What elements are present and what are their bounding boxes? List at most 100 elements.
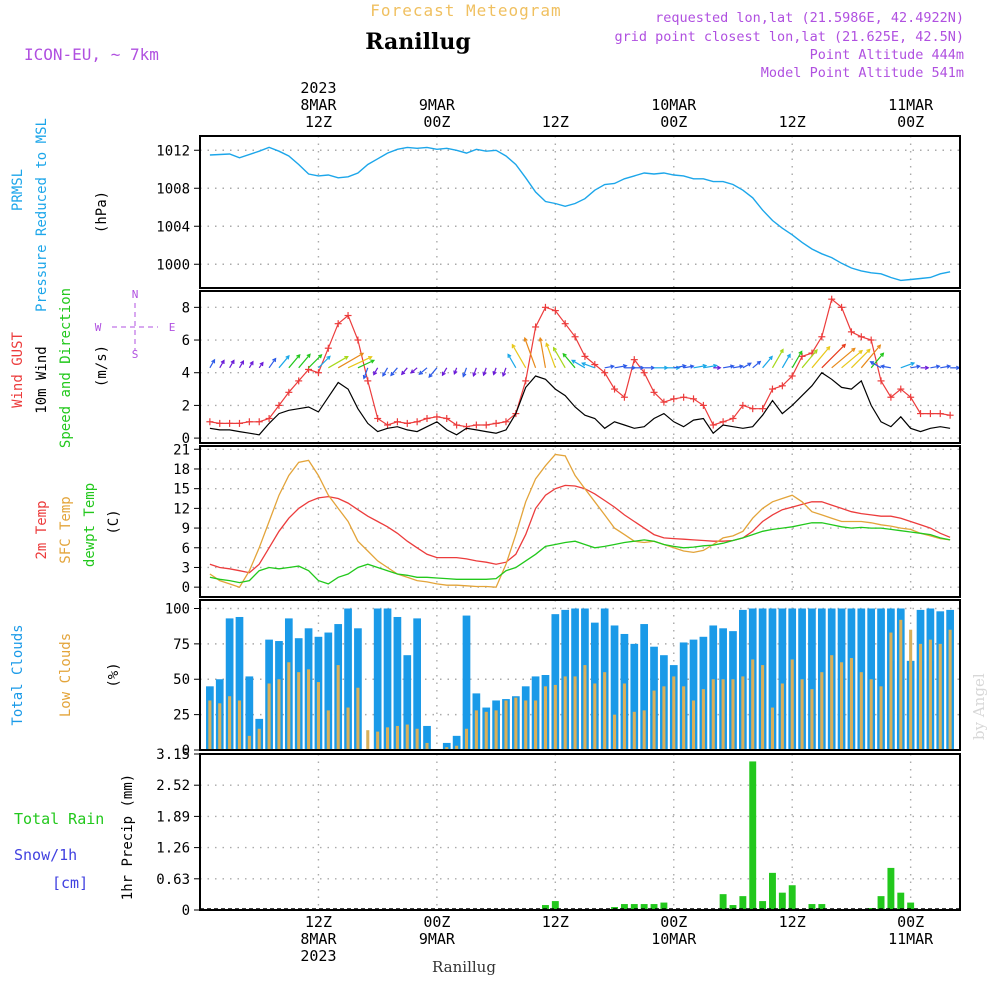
wind-direction-arrow	[553, 347, 566, 369]
bottom-tick-label: 10MAR	[651, 930, 697, 948]
rain-bar	[749, 761, 757, 910]
wind-direction-arrow	[483, 367, 487, 376]
rain-bar	[778, 892, 786, 910]
pressure-panel: 1000 1004 1008 1012	[156, 135, 961, 289]
wind-direction-label: Speed and Direction	[58, 288, 74, 448]
low-cloud-bar	[682, 686, 686, 750]
y-tick-label: 21	[173, 442, 190, 458]
temperature-panel: 0 3 6 9 12 15 18 21	[173, 442, 961, 598]
low-cloud-bar	[297, 672, 301, 750]
watermark: by Angel	[970, 673, 988, 740]
bottom-tick-label: 12Z	[305, 913, 332, 931]
total-cloud-bar	[798, 608, 806, 750]
y-tick-label: 50	[173, 672, 190, 688]
wind-arrow-head	[713, 363, 718, 369]
total-clouds-label: Total Clouds	[10, 624, 26, 725]
y-tick-label: 9	[182, 521, 190, 537]
wind-arrow-head	[428, 373, 433, 378]
wind-arrow-head	[441, 371, 446, 377]
precip-panel: 0 0.63 1.26 1.89 2.52 3.15	[156, 747, 961, 919]
rain-bar	[808, 904, 816, 910]
y-tick-label: 1000	[156, 257, 190, 273]
total-cloud-bar	[413, 618, 421, 750]
wind-arrow-head	[935, 364, 941, 369]
y-tick-label: 1008	[156, 181, 190, 197]
wind-direction-arrow	[472, 367, 477, 377]
gust-label: Wind GUST	[10, 332, 26, 408]
y-tick-label: 1.26	[156, 841, 190, 857]
panel-frame	[199, 445, 961, 598]
model-altitude: Model Point Altitude 541m	[761, 65, 964, 81]
low-cloud-bar	[583, 665, 587, 750]
wind-direction-arrow	[762, 356, 773, 369]
wind-arrow-head	[946, 364, 952, 369]
y-tick-label: 15	[173, 482, 190, 498]
wind-arrow-head	[318, 354, 323, 359]
low-cloud-bar	[257, 728, 261, 750]
wind-arrow-head	[876, 344, 882, 349]
low-cloud-bar	[534, 700, 538, 750]
wind-arrow-head	[462, 372, 467, 378]
low-cloud-bar	[918, 643, 923, 750]
wind-direction-arrow	[723, 365, 734, 369]
low-cloud-bar	[761, 665, 765, 750]
low-cloud-bar	[543, 686, 547, 750]
total-cloud-bar	[877, 608, 885, 750]
bottom-tick-label: 12Z	[542, 913, 569, 931]
wind-arrow-head	[545, 342, 550, 347]
low-cloud-bar	[859, 672, 863, 750]
low-cloud-bar	[632, 711, 636, 750]
y-tick-label: 6	[182, 333, 190, 349]
wind-unit: (m/s)	[94, 345, 110, 387]
top-tick-label: 11MAR	[888, 96, 934, 114]
low-cloud-bar	[573, 676, 577, 750]
wind-arrow-head	[410, 369, 415, 374]
low-cloud-bar	[484, 711, 488, 750]
wind-direction-arrow	[298, 353, 311, 369]
total-cloud-bar	[393, 616, 402, 750]
wind-arrow-head	[285, 354, 290, 360]
wind-arrow-head	[879, 352, 885, 357]
wind-arrow-head	[507, 353, 512, 358]
y-tick-label: 4	[182, 366, 190, 382]
low-cloud-bar	[711, 679, 715, 750]
low-cloud-bar	[218, 703, 222, 750]
low-cloud-bar	[652, 690, 656, 750]
y-tick-label: 3.15	[156, 747, 190, 763]
top-tick-label: 00Z	[423, 113, 450, 131]
wind-direction-arrow	[930, 365, 940, 369]
total-cloud-bar	[442, 742, 451, 750]
wind-direction-arrow	[308, 354, 322, 369]
wind-direction-arrow	[363, 367, 369, 379]
wind-direction-arrow	[428, 367, 438, 378]
y-tick-label: 2.52	[156, 778, 190, 794]
rain-bar	[897, 892, 905, 910]
total-cloud-bar	[245, 676, 254, 750]
wind-direction-arrow	[571, 359, 586, 369]
low-cloud-bar	[800, 679, 804, 750]
low-cloud-bar	[662, 686, 666, 750]
wind-direction-arrow	[860, 344, 881, 369]
low-cloud-bar	[514, 697, 518, 750]
wind-direction-arrow	[831, 347, 856, 369]
wind-arrow-head	[768, 355, 773, 361]
low-cloud-bar	[672, 676, 676, 750]
low-cloud-bar	[869, 679, 873, 750]
wind-direction-arrow	[382, 367, 389, 377]
wind-arrow-head	[259, 361, 264, 367]
rain-bar	[630, 904, 638, 910]
product-title: Forecast Meteogram	[370, 1, 561, 20]
temp-dewpt-label: dewpt Temp	[82, 483, 98, 567]
series-line-sfc-temp	[209, 453, 951, 588]
low-cloud-bar	[928, 639, 932, 750]
y-tick-label: 100	[165, 601, 190, 617]
rain-bar	[769, 872, 776, 910]
low-cloud-bar	[790, 659, 794, 750]
total-cloud-bar	[225, 618, 234, 750]
total-cloud-bar	[235, 616, 244, 750]
low-cloud-bar	[267, 683, 271, 750]
y-tick-label: 0	[182, 743, 190, 759]
wind-arrow-head	[552, 346, 557, 352]
